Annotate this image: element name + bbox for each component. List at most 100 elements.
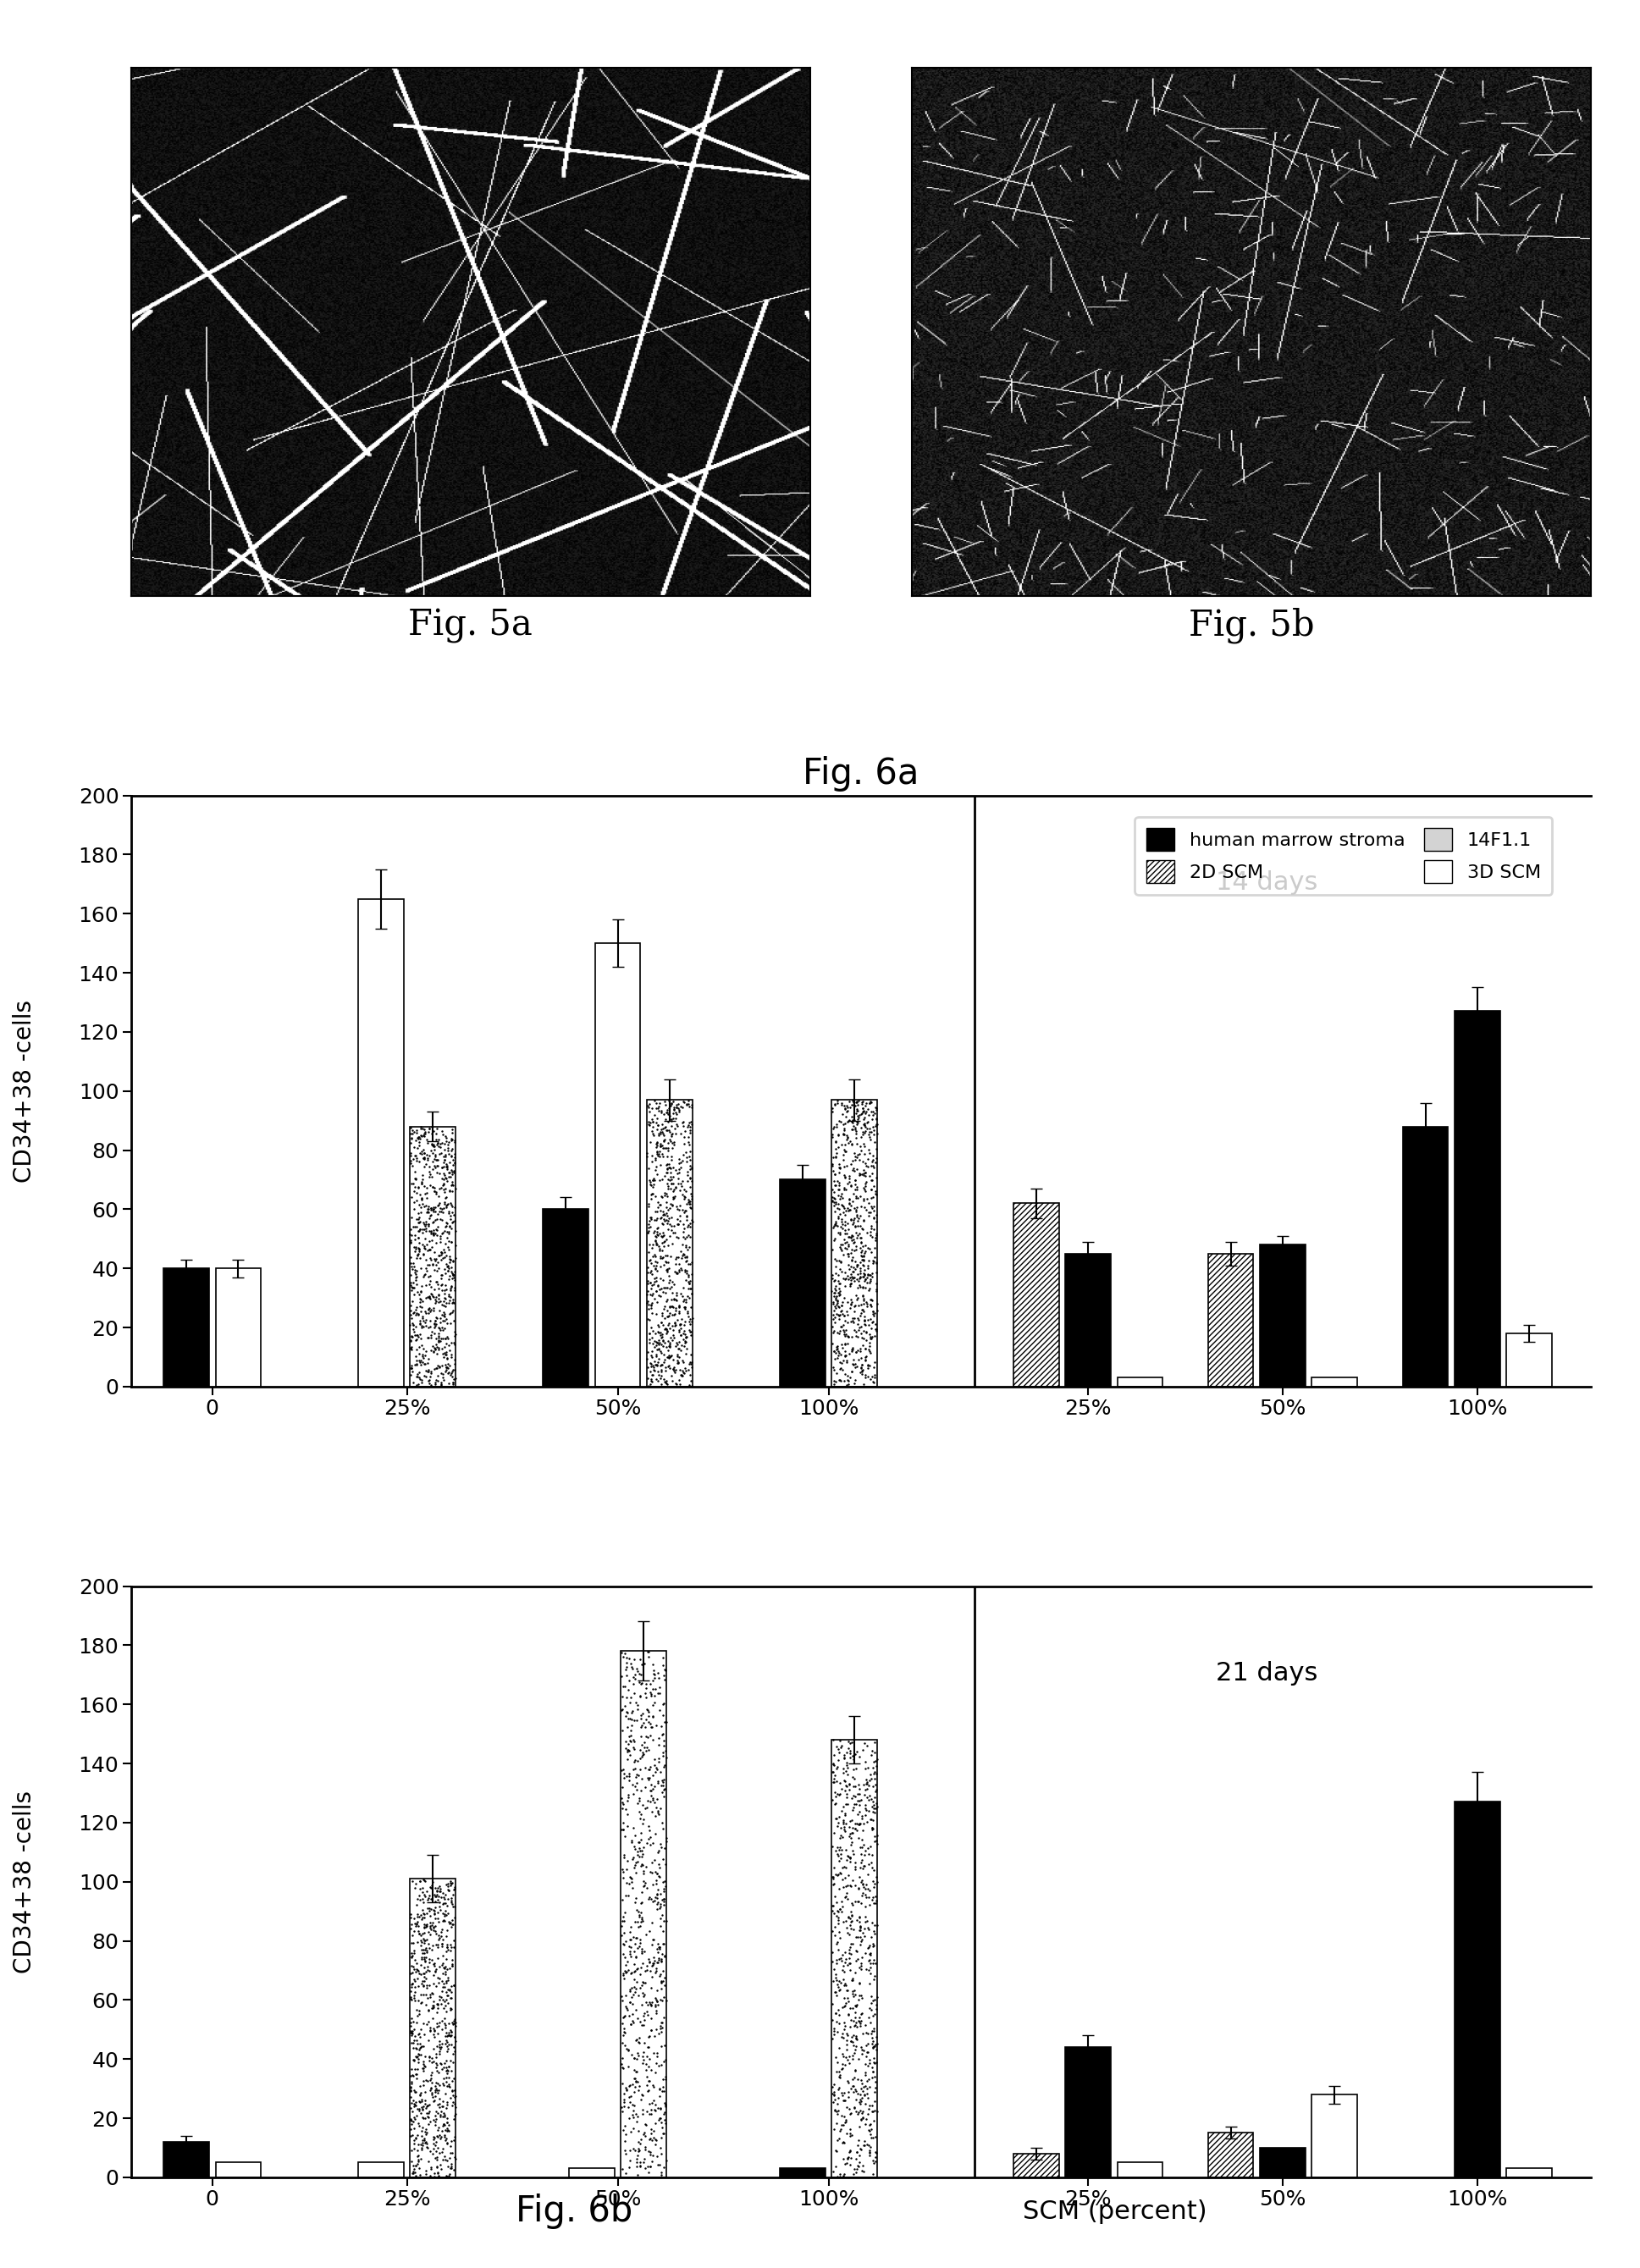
Point [612,2014,638,2050]
Point [648,1826,674,1862]
Point [850,1812,876,1848]
Point [854,1347,881,1383]
Point [638,1338,664,1374]
Point [672,1352,699,1388]
Point [612,1998,638,2034]
Point [825,1284,851,1320]
Point [633,2066,659,2102]
Bar [1312,2096,1358,2177]
Point [405,2091,431,2127]
Point [423,1111,449,1148]
Point [618,1647,645,1683]
Point [641,1746,667,1783]
Point [851,1343,877,1379]
Point [428,1236,454,1272]
Point [435,1132,461,1168]
Point [854,1256,881,1293]
Point [828,2037,854,2073]
Point [856,2134,882,2170]
Point [845,1805,871,1842]
Point [859,2021,886,2057]
Point [640,1356,666,1393]
Point [421,1306,448,1343]
Point [430,2050,456,2087]
Point [641,1261,667,1297]
Point [640,1687,666,1724]
Point [436,1250,462,1286]
Point [850,1116,876,1152]
Point [840,2068,866,2105]
Point [845,1941,871,1978]
Point [423,1141,449,1177]
Point [830,2077,856,2114]
Point [863,1089,889,1125]
Point [654,1204,681,1241]
Point [854,1213,881,1250]
Point [825,1327,851,1363]
Point [413,2152,440,2189]
Point [620,2112,646,2148]
Point [405,2037,431,2073]
Point [441,2139,467,2175]
Point [615,1808,641,1844]
Point [638,1200,664,1236]
Point [399,1120,425,1157]
Point [420,1216,446,1252]
Point [410,1935,436,1971]
Point [413,1334,440,1370]
Point [399,1300,425,1336]
Point [840,1259,866,1295]
Point [613,1658,640,1694]
Point [827,2112,853,2148]
Point [646,1334,672,1370]
Point [831,1740,858,1776]
Point [858,2112,884,2148]
Point [822,1973,848,2009]
Point [833,1148,859,1184]
Point [653,1222,679,1259]
Point [408,1320,435,1356]
Point [423,1175,449,1211]
Point [840,2019,866,2055]
Point [431,1186,458,1222]
Point [617,1685,643,1721]
Point [405,1969,431,2005]
Point [846,1268,872,1304]
Point [608,1658,635,1694]
Point [636,1243,663,1279]
Point [830,1953,856,1989]
Point [858,1093,884,1129]
Point [425,1869,451,1905]
Point [648,2130,674,2166]
Point [641,1685,667,1721]
Point [658,1238,684,1275]
Point [645,1354,671,1390]
Point [640,1347,666,1383]
Point [421,1290,448,1327]
Point [430,1878,456,1914]
Point [679,1304,705,1340]
Point [664,1302,690,1338]
Point [649,1136,676,1173]
Point [651,2102,677,2139]
Point [633,1681,659,1717]
Point [399,1318,425,1354]
Point [861,1744,887,1780]
Point [418,2062,444,2098]
Point [858,1760,884,1796]
Point [433,1964,459,2000]
Point [856,1937,882,1973]
Point [420,1188,446,1225]
Point [440,1946,466,1982]
Point [651,1198,677,1234]
Point [835,1998,861,2034]
Point [859,1810,886,1846]
Point [856,1270,882,1306]
Point [413,2130,440,2166]
Point [825,1286,851,1322]
Point [643,1202,669,1238]
Point [638,1270,664,1306]
Point [410,1116,436,1152]
Point [641,1347,667,1383]
Point [433,2105,459,2141]
